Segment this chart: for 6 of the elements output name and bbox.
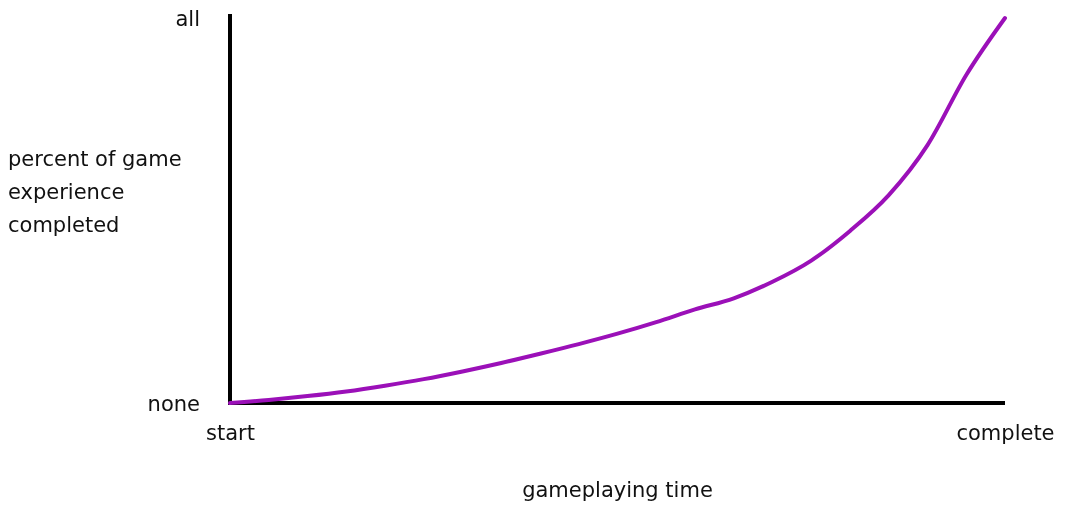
text: all [175,7,200,32]
x-tick-label: complete [956,420,1055,445]
y-axis-title: percent of game experience completed [8,147,182,237]
text: none [147,392,200,417]
x-tick-label: start [206,420,255,445]
x-axis-title: gameplaying time [522,478,713,502]
